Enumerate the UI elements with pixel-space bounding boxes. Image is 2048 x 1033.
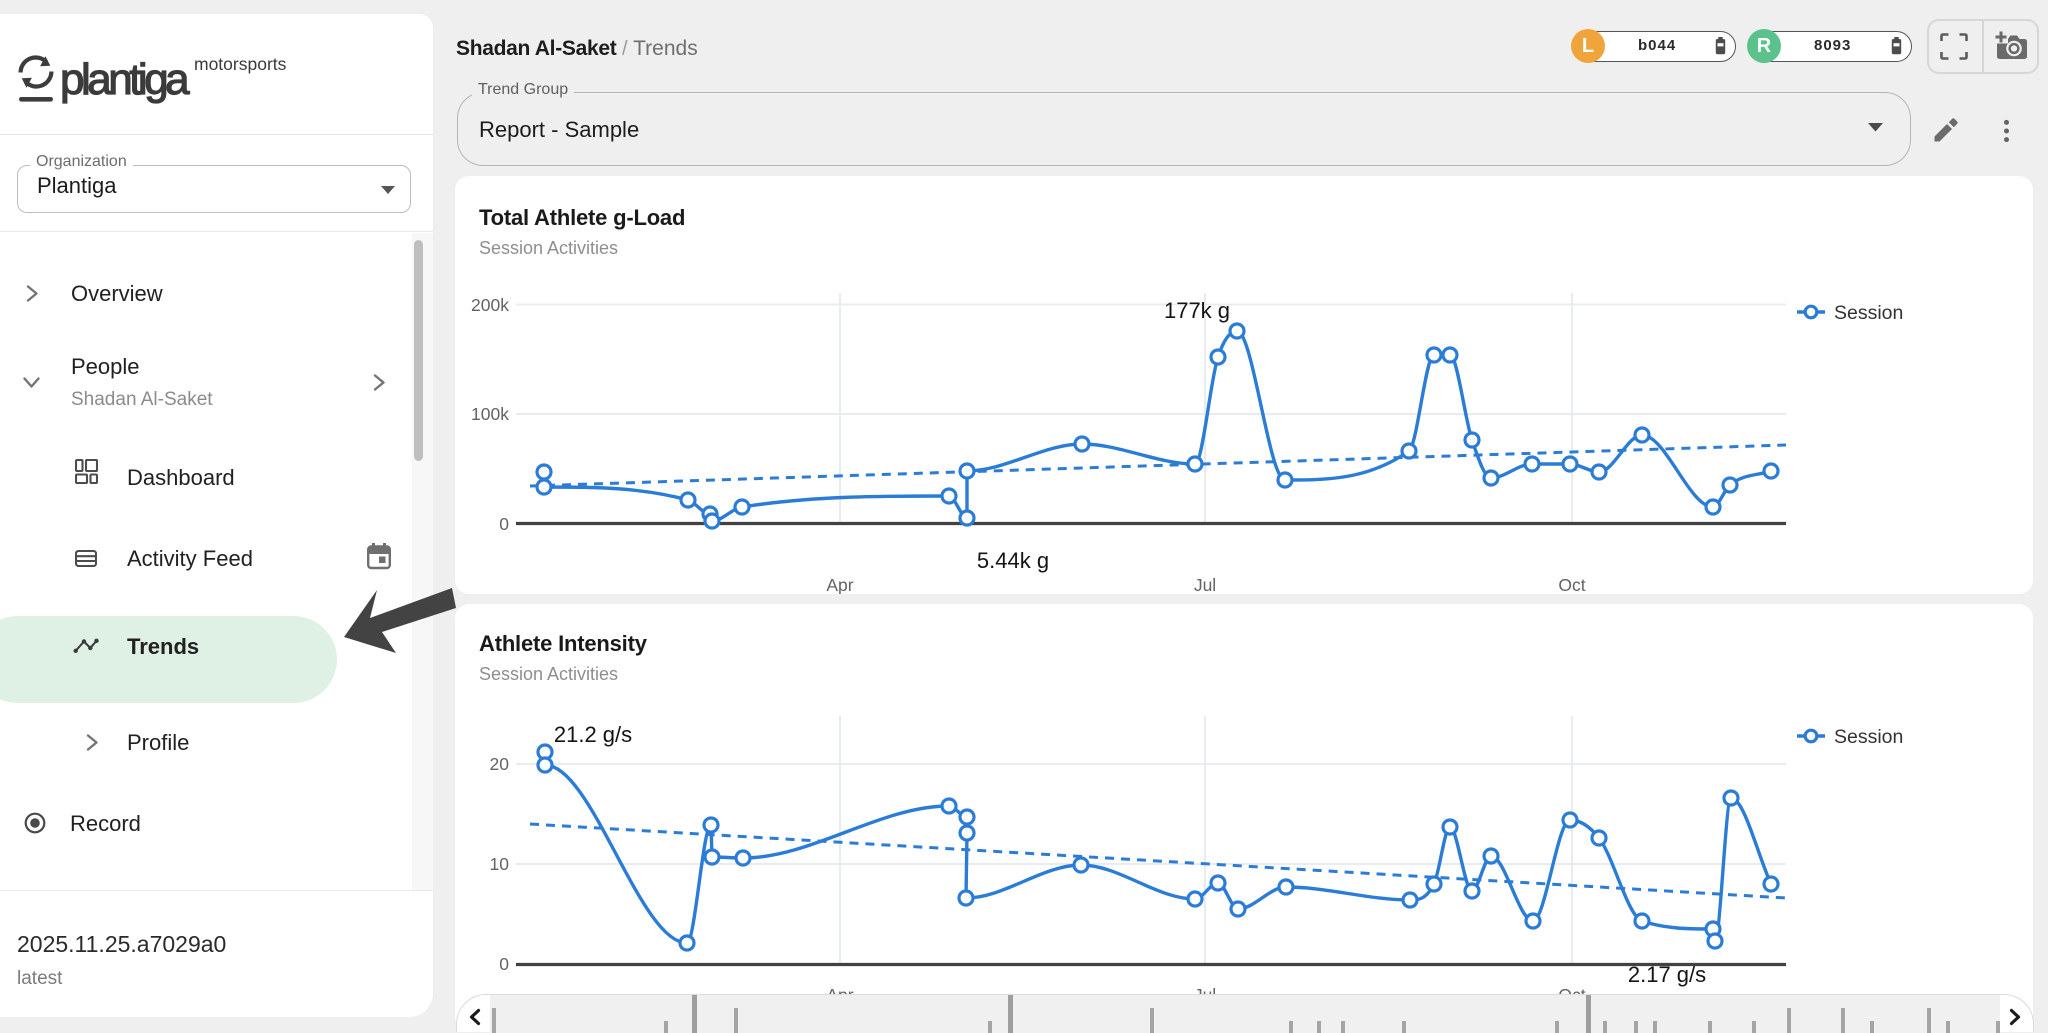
svg-text:Session: Session — [1834, 726, 1903, 748]
svg-text:100k: 100k — [471, 404, 509, 424]
svg-text:5.44k g: 5.44k g — [977, 548, 1049, 573]
svg-text:Oct: Oct — [1558, 575, 1585, 594]
svg-text:21.2 g/s: 21.2 g/s — [554, 722, 632, 747]
svg-text:Session: Session — [1834, 302, 1903, 324]
svg-text:0: 0 — [499, 954, 509, 974]
svg-text:0: 0 — [499, 514, 509, 534]
svg-text:177k g: 177k g — [1164, 298, 1230, 323]
svg-text:20: 20 — [490, 754, 510, 774]
svg-text:200k: 200k — [471, 295, 509, 315]
svg-text:Apr: Apr — [826, 575, 853, 594]
svg-text:2.17 g/s: 2.17 g/s — [1628, 962, 1706, 987]
svg-text:Jul: Jul — [1194, 575, 1216, 594]
svg-text:10: 10 — [490, 854, 510, 874]
